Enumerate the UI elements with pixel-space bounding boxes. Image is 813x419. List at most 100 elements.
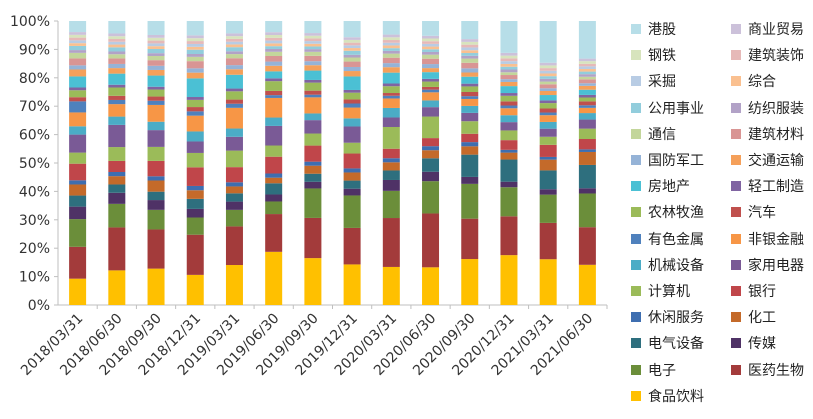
bar-segment bbox=[343, 172, 361, 181]
bar-segment bbox=[147, 65, 165, 70]
bar-segment bbox=[147, 40, 165, 44]
bar-segment bbox=[578, 83, 596, 86]
bar-segment bbox=[422, 158, 440, 172]
bar-segment bbox=[147, 104, 165, 122]
bar-segment bbox=[69, 52, 87, 59]
bar-segment bbox=[186, 68, 204, 73]
bar-segment bbox=[422, 78, 440, 82]
bar-segment bbox=[500, 140, 518, 150]
bar-segment bbox=[578, 264, 596, 305]
bar-segment bbox=[108, 51, 126, 55]
legend-label: 采掘 bbox=[648, 74, 676, 91]
bar-segment bbox=[343, 54, 361, 58]
bar-segment bbox=[422, 81, 440, 87]
bar-segment bbox=[422, 54, 440, 59]
bar-segment bbox=[343, 71, 361, 77]
bar-segment bbox=[578, 74, 596, 77]
bar-segment bbox=[108, 147, 126, 161]
bar-segment bbox=[500, 66, 518, 70]
bar-segment bbox=[578, 101, 596, 106]
bar-segment bbox=[304, 46, 322, 50]
bar-segment bbox=[578, 164, 596, 189]
bar-segment bbox=[500, 130, 518, 141]
bar-segment bbox=[422, 150, 440, 159]
bar-segment bbox=[186, 111, 204, 116]
bar-segment bbox=[69, 43, 87, 46]
bar-segment bbox=[500, 95, 518, 102]
bar-segment bbox=[539, 88, 557, 91]
legend-item: 电气设备 bbox=[631, 330, 704, 356]
legend-item: 休闲服务 bbox=[631, 304, 704, 330]
legend-label: 农林牧渔 bbox=[648, 205, 704, 222]
bar-segment bbox=[147, 43, 165, 47]
bar-segment bbox=[108, 68, 126, 74]
bar-segment bbox=[539, 84, 557, 89]
bar-segment bbox=[108, 99, 126, 105]
bar-segment bbox=[225, 88, 243, 92]
bar-segment bbox=[343, 39, 361, 43]
bar-segment bbox=[147, 268, 165, 305]
bar-segment bbox=[304, 61, 322, 66]
bar-segment bbox=[500, 52, 518, 56]
bar-segment bbox=[578, 89, 596, 95]
bar-segment bbox=[265, 65, 283, 72]
bar-segment bbox=[186, 49, 204, 54]
bar-segment bbox=[304, 82, 322, 91]
bar-segment bbox=[304, 65, 322, 71]
bar-segment bbox=[225, 209, 243, 227]
bar-segment bbox=[461, 44, 479, 48]
bar-segment bbox=[382, 98, 400, 108]
bar-segment bbox=[539, 90, 557, 96]
bar-segment bbox=[578, 151, 596, 165]
bar-segment bbox=[304, 217, 322, 259]
bar-segment bbox=[422, 89, 440, 93]
bar-segment bbox=[69, 195, 87, 207]
bar-segment bbox=[343, 180, 361, 189]
legend-item: 家用电器 bbox=[731, 252, 804, 278]
bar-segment bbox=[265, 55, 283, 62]
bar-segment bbox=[225, 47, 243, 52]
bar-segment bbox=[304, 94, 322, 98]
bar-segment bbox=[225, 58, 243, 66]
legend-label: 商业贸易 bbox=[748, 22, 804, 38]
bar-segment bbox=[147, 86, 165, 90]
bar-segment bbox=[108, 63, 126, 69]
legend-swatch bbox=[731, 312, 741, 323]
bar-segment bbox=[186, 167, 204, 186]
bar-segment bbox=[225, 44, 243, 48]
bar-segment bbox=[265, 48, 283, 52]
bar-segment bbox=[69, 87, 87, 91]
bar-segment bbox=[225, 74, 243, 89]
legend-swatch bbox=[731, 155, 741, 165]
bar-segment bbox=[578, 139, 596, 150]
bar-segment bbox=[539, 68, 557, 71]
bar-segment bbox=[186, 56, 204, 62]
y-tick-label: 70% bbox=[19, 99, 50, 115]
legend-item: 综合 bbox=[731, 68, 776, 94]
legend-swatch bbox=[731, 286, 741, 296]
legend-swatch bbox=[731, 207, 741, 218]
bar-segment bbox=[422, 267, 440, 305]
bar-segment bbox=[461, 41, 479, 45]
bar-segment bbox=[539, 189, 557, 195]
bar-segment bbox=[461, 55, 479, 59]
bar-segment bbox=[343, 45, 361, 49]
y-tick-label: 60% bbox=[19, 128, 50, 144]
bar-segment bbox=[265, 201, 283, 215]
bar-segment bbox=[225, 150, 243, 168]
bar-segment bbox=[304, 145, 322, 162]
bar-segment bbox=[147, 34, 165, 38]
bar-segment bbox=[225, 103, 243, 108]
bar-segment bbox=[500, 115, 518, 123]
legend-label: 交通运输 bbox=[748, 153, 804, 169]
bar-segment bbox=[500, 21, 518, 53]
bar-segment bbox=[382, 42, 400, 46]
bar-segment bbox=[500, 93, 518, 96]
bar-segment bbox=[186, 274, 204, 305]
legend-swatch bbox=[631, 102, 641, 113]
bar-segment bbox=[461, 62, 479, 69]
bar-segment bbox=[108, 58, 126, 64]
bar-segment bbox=[578, 105, 596, 108]
bar-segment bbox=[304, 79, 322, 83]
bar-segment bbox=[382, 107, 400, 118]
